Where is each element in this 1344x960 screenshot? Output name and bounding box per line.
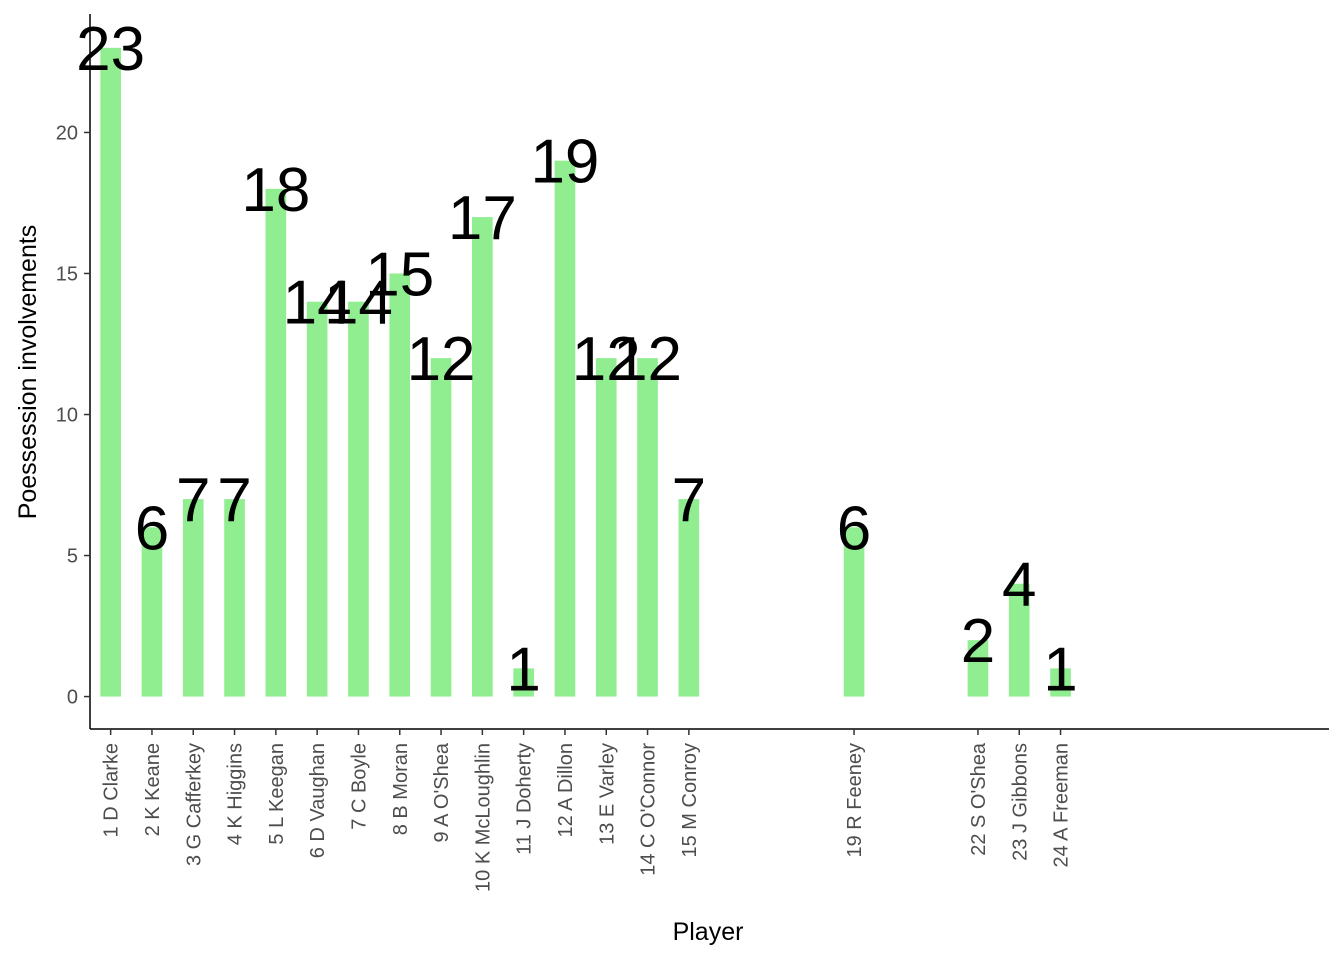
bar xyxy=(141,527,163,697)
bar-data-label: 12 xyxy=(572,325,641,394)
x-tick-label: 6 D Vaughan xyxy=(307,743,329,858)
y-tick-label: 0 xyxy=(67,687,78,709)
bar-data-label: 6 xyxy=(135,494,169,563)
bar xyxy=(224,499,245,697)
bar xyxy=(637,358,658,697)
x-tick-label: 19 R Feeney xyxy=(844,743,866,858)
x-ticks-layer: 1 D Clarke 2 K Keane 3 G Cafferkey 4 K Higg… xyxy=(101,729,1073,892)
x-tick-label: 13 E Varley xyxy=(596,743,618,845)
bars-layer xyxy=(100,47,1071,697)
bar xyxy=(182,499,204,697)
bar-data-label: 1 xyxy=(1043,635,1077,704)
bar-data-label: 14 xyxy=(283,269,352,338)
bar xyxy=(389,273,411,697)
y-tick-label: 20 xyxy=(56,122,78,144)
x-tick-label: 14 C O'Connor xyxy=(638,743,660,876)
bar-data-label: 15 xyxy=(365,240,434,309)
x-tick-label: 22 S O'Shea xyxy=(968,742,990,856)
bar-data-label: 14 xyxy=(324,269,393,338)
x-tick-label: 24 A Freeman xyxy=(1051,743,1073,868)
x-tick-label: 10 K McLoughlin xyxy=(472,743,494,892)
x-tick-label: 9 A O'Shea xyxy=(431,742,453,842)
x-axis-title: Player xyxy=(673,918,744,946)
bar xyxy=(100,47,121,697)
bar xyxy=(430,358,452,697)
bar xyxy=(678,499,700,697)
bar xyxy=(265,188,287,697)
x-tick-label: 12 A Dillon xyxy=(555,743,577,838)
bar xyxy=(472,217,493,697)
y-tick-label: 10 xyxy=(56,405,78,427)
y-ticks-layer: 0 5 10 15 20 xyxy=(56,122,90,709)
x-tick-label: 4 K Higgins xyxy=(225,743,247,845)
bar xyxy=(843,527,865,697)
bar-data-label: 12 xyxy=(613,325,682,394)
x-tick-label: 11 J Doherty xyxy=(514,743,536,855)
y-axis-title: Poessession involvements xyxy=(14,225,42,520)
x-tick-label: 3 G Cafferkey xyxy=(183,743,205,866)
bar-data-label: 1 xyxy=(506,635,540,704)
bar xyxy=(595,358,617,697)
bar xyxy=(967,640,989,697)
bar-data-label: 18 xyxy=(241,156,310,225)
bar xyxy=(554,160,576,697)
bar-data-label: 2 xyxy=(961,607,995,676)
bar xyxy=(513,668,534,697)
x-tick-label: 1 D Clarke xyxy=(101,743,123,837)
bar xyxy=(1050,668,1071,697)
bar-data-label: 19 xyxy=(530,128,599,197)
x-tick-label: 2 K Keane xyxy=(142,743,164,836)
bar xyxy=(348,301,369,697)
bar xyxy=(1008,583,1030,697)
x-tick-label: 15 M Conroy xyxy=(679,743,701,858)
y-tick-label: 15 xyxy=(56,263,78,285)
bar xyxy=(306,301,328,697)
bar-data-label: 7 xyxy=(176,466,210,535)
y-tick-label: 5 xyxy=(67,546,78,568)
x-tick-label: 7 C Boyle xyxy=(348,743,370,830)
x-tick-label: 5 L Keegan xyxy=(266,743,288,845)
bar-data-label: 7 xyxy=(217,466,251,535)
bar-data-label: 12 xyxy=(407,325,476,394)
bar-data-label: 7 xyxy=(672,466,706,535)
bar-data-label: 6 xyxy=(837,494,871,563)
x-tick-label: 23 J Gibbons xyxy=(1009,743,1031,861)
bar-data-label: 23 xyxy=(76,15,145,84)
bar-data-label: 4 xyxy=(1002,551,1036,620)
x-tick-label: 8 B Moran xyxy=(390,743,412,835)
bar-data-label: 17 xyxy=(448,184,517,253)
